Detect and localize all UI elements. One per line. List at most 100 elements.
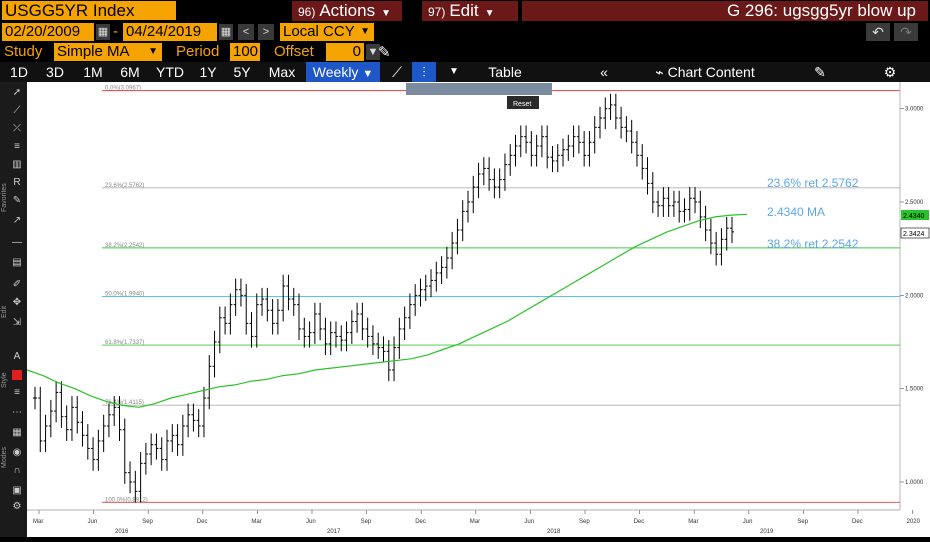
- fib-tool-icon[interactable]: ≡: [14, 141, 20, 152]
- channel-tool-icon[interactable]: ▥: [12, 159, 22, 170]
- period-input[interactable]: 100: [230, 43, 260, 61]
- study-value: Simple MA: [57, 43, 130, 60]
- currency-select[interactable]: Local CCY ▼: [280, 23, 374, 41]
- range-1y[interactable]: 1Y: [199, 64, 217, 80]
- pen-tool-icon[interactable]: ✎: [12, 195, 22, 206]
- fill-icon[interactable]: ▦: [12, 427, 22, 438]
- chart-toolbar: [0, 62, 930, 82]
- move-icon[interactable]: ✥: [12, 297, 22, 308]
- arrow-tool-icon[interactable]: ↗: [12, 215, 22, 226]
- y-tick-label: 2.0000: [905, 293, 924, 299]
- ruler-icon[interactable]: ▤: [12, 257, 22, 268]
- reset-button[interactable]: [507, 96, 539, 109]
- chart-area[interactable]: 0.0%(3.0967) 23.6%(2.5762) 38.2%(2.2542) 50…: [26, 82, 930, 537]
- snap-icon[interactable]: ◉: [12, 447, 22, 458]
- next-arrow-icon[interactable]: >: [258, 24, 274, 40]
- offset-input[interactable]: 0: [326, 43, 364, 61]
- retracement-tool-icon[interactable]: R: [13, 177, 21, 188]
- y-tick-label: 3.0000: [905, 107, 924, 113]
- line-tool-icon[interactable]: ⟋: [13, 105, 21, 116]
- magnet-icon[interactable]: ∩: [13, 465, 21, 476]
- redo-icon[interactable]: ↷: [894, 23, 918, 41]
- x-tick-label: Dec: [852, 519, 863, 525]
- x-tick-label: Sep: [579, 519, 590, 525]
- table-button[interactable]: Table: [488, 64, 522, 80]
- range-3d[interactable]: 3D: [46, 64, 64, 80]
- ma-last-flag: [901, 210, 929, 220]
- x-tick-label: Jun: [88, 519, 98, 525]
- calendar-icon[interactable]: ▦: [96, 24, 110, 40]
- chevron-down-icon[interactable]: ▼: [449, 66, 459, 77]
- favorites-label: Favorites: [1, 183, 8, 212]
- range-1m[interactable]: 1M: [83, 64, 103, 80]
- edit-number: 97): [428, 5, 446, 19]
- chevron-down-icon: ▼: [381, 8, 391, 19]
- gear-icon[interactable]: ⚙: [883, 64, 897, 80]
- line-chart-icon[interactable]: ⟋: [392, 64, 402, 80]
- drawing-sidebar: ➚ ⟋ ⤫ ≡ ▥ R ✎ ↗ ― ▤ ✐ ✥ ⇲ A ≡ ⋯ ▦ ◉ ∩ ▣ …: [0, 82, 27, 537]
- horizontal-line-icon[interactable]: ―: [12, 237, 22, 248]
- chevron-down-icon: ▼: [362, 68, 374, 80]
- range-5y[interactable]: 5Y: [233, 64, 251, 80]
- x-year-label: 2017: [327, 529, 341, 535]
- date-separator: -: [113, 23, 118, 40]
- modes-label: Modes: [1, 446, 8, 468]
- chart-content-label: Chart Content: [667, 64, 755, 80]
- fib-level-label: 0.0%(3.0967): [105, 86, 141, 92]
- calendar-icon[interactable]: ▦: [219, 24, 233, 40]
- offset-label: Offset: [274, 43, 314, 60]
- bar-chart-icon[interactable]: ⫶: [412, 62, 436, 82]
- start-date-input[interactable]: 02/20/2009: [2, 23, 94, 41]
- study-select[interactable]: Simple MA ▼: [54, 43, 162, 61]
- range-6m[interactable]: 6M: [120, 64, 140, 80]
- chevron-down-icon[interactable]: ▼: [366, 44, 380, 60]
- x-tick-label: Jun: [524, 519, 534, 525]
- mode-icon[interactable]: ▣: [12, 485, 22, 496]
- x-tick-label: Jun: [743, 519, 753, 525]
- date-range-bar: 02/20/2009 ▦ - 04/24/2019 ▦ < > Local CC…: [0, 22, 930, 42]
- study-label: Study: [4, 43, 43, 60]
- reset-label: Reset: [513, 101, 531, 108]
- price-last-flag: [900, 227, 930, 239]
- x-tick-label: Dec: [197, 519, 208, 525]
- collapse-icon[interactable]: «: [600, 64, 608, 80]
- pencil-icon[interactable]: ✎: [378, 44, 391, 61]
- zoom-toolbar[interactable]: [406, 83, 552, 95]
- chevron-down-icon: ▼: [148, 46, 158, 57]
- edit-menu[interactable]: 97) Edit ▼: [422, 1, 518, 21]
- range-max[interactable]: Max: [268, 64, 296, 80]
- y-tick-label: 1.5000: [905, 387, 924, 393]
- fib-level-label: 76.4%(1.4115): [105, 400, 144, 406]
- brush-icon[interactable]: ✐: [12, 279, 22, 290]
- measure-icon[interactable]: ⇲: [12, 317, 22, 328]
- annotation-ret236: 23.6% ret 2.5762: [767, 176, 859, 190]
- end-date-input[interactable]: 04/24/2019: [123, 23, 217, 41]
- annotation-ma: 2.4340 MA: [767, 205, 825, 219]
- cursor-icon[interactable]: ➚: [12, 87, 22, 98]
- chart-content-button[interactable]: ⌁ Chart Content: [640, 62, 770, 82]
- color-swatch[interactable]: [12, 370, 22, 380]
- x-tick-label: Sep: [361, 519, 372, 525]
- actions-menu[interactable]: 96) Actions ▼: [292, 1, 402, 21]
- line-width-icon[interactable]: ≡: [14, 387, 20, 398]
- prev-arrow-icon[interactable]: <: [238, 24, 254, 40]
- settings-icon[interactable]: ⚙: [12, 501, 22, 512]
- actions-label: Actions: [319, 1, 376, 20]
- text-style-icon[interactable]: A: [13, 351, 21, 362]
- y-tick-label: 2.5000: [905, 200, 924, 206]
- trend-tool-icon[interactable]: ⤫: [13, 123, 21, 134]
- chart-content-icon: ⌁: [655, 64, 664, 80]
- ticker-field[interactable]: USGG5YR Index: [2, 1, 176, 20]
- ma-last-value: 2.4340: [903, 213, 925, 220]
- line-style-icon[interactable]: ⋯: [12, 407, 22, 418]
- range-ytd[interactable]: YTD: [156, 64, 184, 80]
- edit-annotation-icon[interactable]: ✎: [814, 64, 826, 80]
- range-1d[interactable]: 1D: [10, 64, 28, 80]
- chevron-down-icon: ▼: [360, 26, 370, 37]
- frequency-select[interactable]: Weekly ▼: [306, 62, 380, 82]
- undo-icon[interactable]: ↶: [866, 23, 890, 41]
- price-chart[interactable]: 0.0%(3.0967) 23.6%(2.5762) 38.2%(2.2542) 50…: [26, 82, 930, 537]
- moving-average-line: [26, 213, 748, 408]
- study-bar: Study Simple MA ▼ Period 100 Offset 0 ▼ ✎: [0, 42, 930, 62]
- fib-level-label: 61.8%(1.7337): [105, 340, 144, 346]
